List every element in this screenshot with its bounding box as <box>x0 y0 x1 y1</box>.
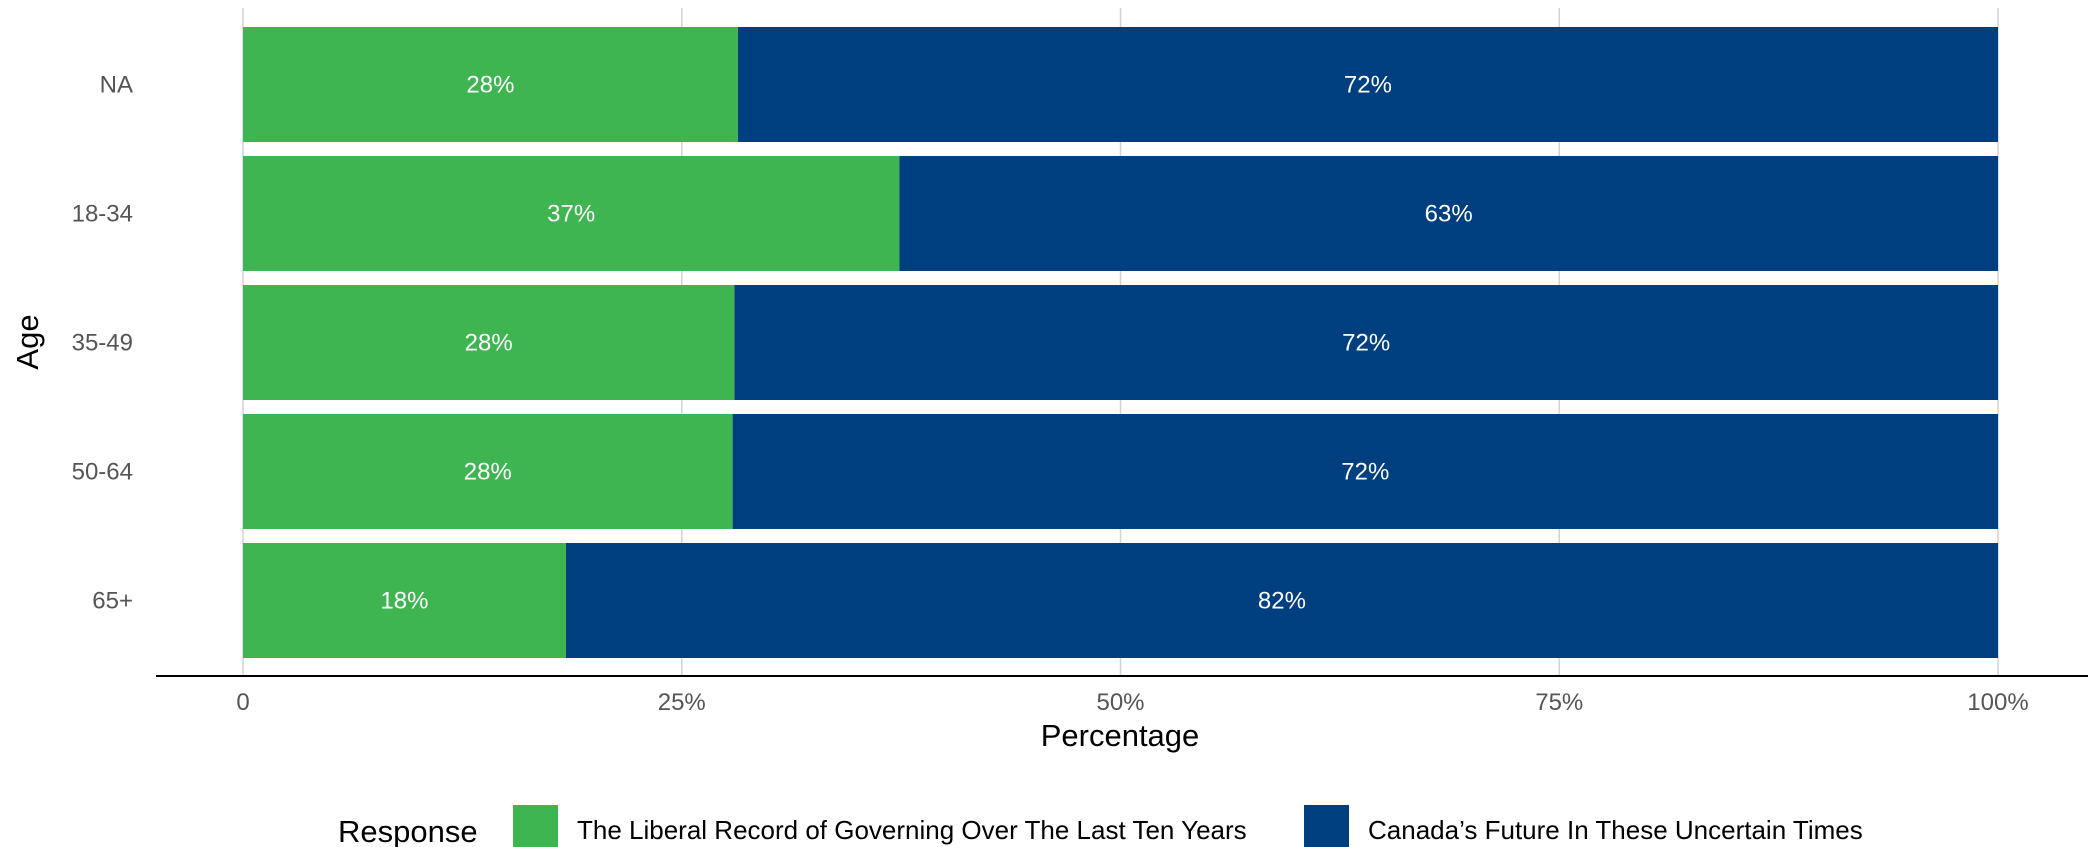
legend-title: Response <box>338 814 478 847</box>
legend-swatch-series-2 <box>1304 805 1349 847</box>
bar-65-series-2 <box>565 543 1999 658</box>
y-tick-label-18-34: 18-34 <box>72 201 133 228</box>
x-tick-label-100: 100% <box>1967 689 2028 716</box>
bar-na-series-1 <box>243 27 738 142</box>
x-tick-label-75: 75% <box>1535 689 1583 716</box>
bar-50-64-series-1 <box>243 414 733 529</box>
bar-35-49-series-1 <box>243 285 735 400</box>
y-tick-label-35-49: 35-49 <box>72 330 133 357</box>
bar-18-34-series-2 <box>899 156 1998 271</box>
bar-65-series-1 <box>243 543 566 658</box>
bar-label-65-series-1: 18% <box>380 588 428 615</box>
legend-label-series-1: The Liberal Record of Governing Over The… <box>577 815 1247 845</box>
bar-label-50-64-series-1: 28% <box>464 459 512 486</box>
bar-label-35-49-series-2: 72% <box>1342 330 1390 357</box>
y-tick-label-65: 65+ <box>92 588 133 615</box>
y-axis-title: Age <box>10 314 45 369</box>
x-tick-labels: 0 25% 50% 75% 100% <box>236 689 2028 716</box>
x-tick-label-0: 0 <box>236 689 249 716</box>
bar-label-35-49-series-1: 28% <box>465 330 513 357</box>
bar-label-na-series-2: 72% <box>1344 72 1392 99</box>
bars: 28% 72% 37% 63% 28% 72% 28% 72% 18% 82% <box>243 27 1999 658</box>
bar-18-34-series-1 <box>243 156 900 271</box>
x-tick-label-25: 25% <box>658 689 706 716</box>
legend-swatch-series-1 <box>513 805 558 847</box>
bar-label-na-series-1: 28% <box>466 72 514 99</box>
bar-label-18-34-series-2: 63% <box>1425 201 1473 228</box>
legend-label-series-2: Canada’s Future In These Uncertain Times <box>1368 815 1863 845</box>
bar-na-series-2 <box>737 27 1999 142</box>
bar-label-50-64-series-2: 72% <box>1341 459 1389 486</box>
y-tick-label-na: NA <box>100 72 133 99</box>
legend: Response The Liberal Record of Governing… <box>338 805 1863 847</box>
x-axis-title: Percentage <box>1041 718 1200 753</box>
y-tick-labels: NA 18-34 35-49 50-64 65+ <box>72 72 133 615</box>
y-tick-label-50-64: 50-64 <box>72 459 133 486</box>
bar-50-64-series-2 <box>732 414 1998 529</box>
bar-35-49-series-2 <box>734 285 1998 400</box>
x-tick-label-50: 50% <box>1096 689 1144 716</box>
bar-label-65-series-2: 82% <box>1258 588 1306 615</box>
bar-label-18-34-series-1: 37% <box>547 201 595 228</box>
